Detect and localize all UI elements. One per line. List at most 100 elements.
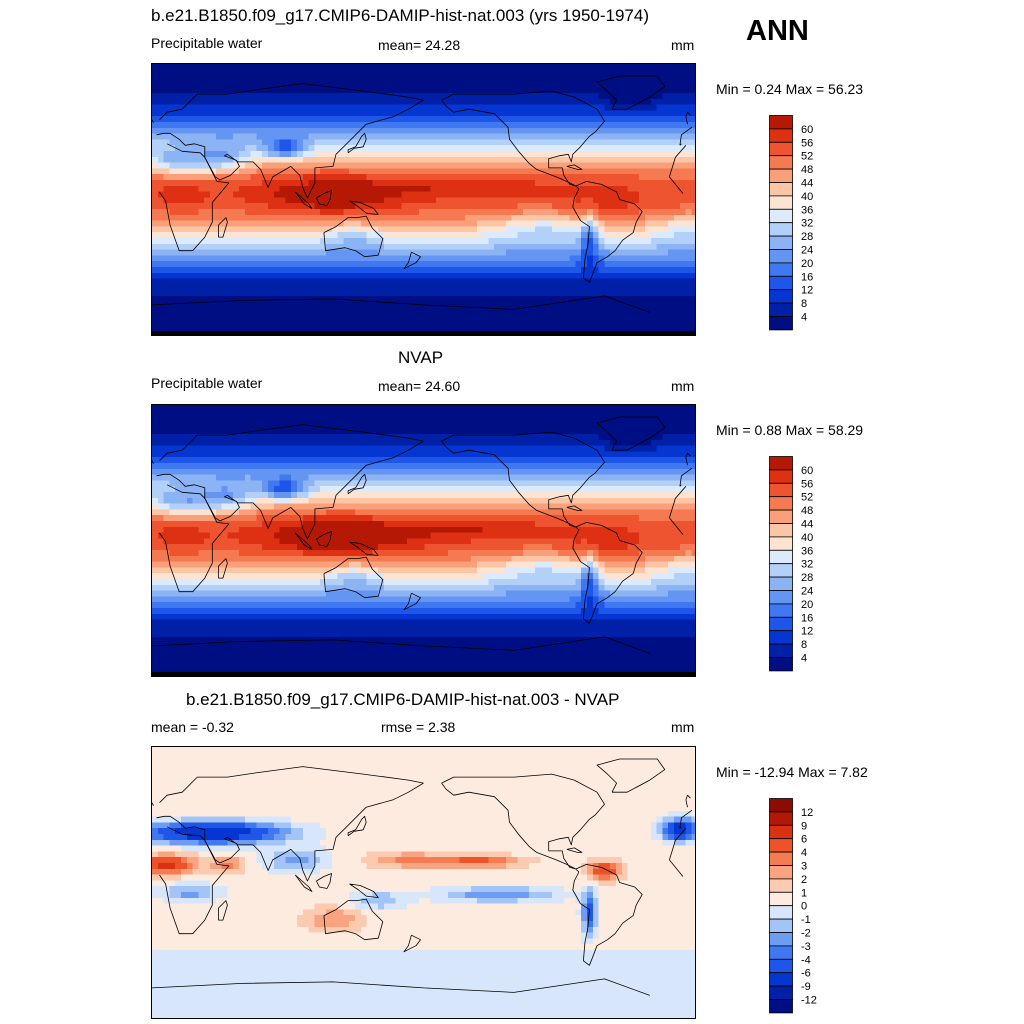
colorbar-tick-label: 8 (801, 298, 807, 310)
panel-3-units: mm (671, 719, 695, 735)
coastline (347, 473, 367, 495)
colorbar-tick-label: 36 (801, 545, 813, 557)
colorbar-tick-label: 16 (801, 271, 813, 283)
coastline (218, 217, 228, 238)
colorbar-box (769, 469, 793, 484)
coastline (441, 431, 605, 528)
coastline (572, 522, 643, 624)
colorbar-tick-label: 4 (801, 312, 807, 324)
colorbar-tick-label: 28 (801, 231, 813, 243)
colorbar-tick-label: 44 (801, 178, 813, 190)
colorbar-tick-label: 16 (801, 612, 813, 624)
colorbar-tick-label: 0 (801, 901, 807, 913)
panel-1-mean: mean= 24.28 (378, 37, 461, 53)
coastline (596, 416, 666, 451)
coastline (323, 898, 384, 941)
colorbar-box (769, 958, 793, 974)
coastline (316, 531, 332, 547)
colorbar-box (769, 918, 793, 933)
coastline (156, 782, 682, 882)
colorbar-tick-label: 24 (801, 586, 813, 598)
colorbar-tick-label: 1 (801, 887, 807, 899)
panel-3-colorbar: -12 -9 -6 -4 -3 -2 -1 0 1 2 3 4 6 9 12 (769, 798, 829, 1015)
coastline (347, 815, 367, 837)
colorbar-tick-label: 20 (801, 599, 813, 611)
coastline (159, 484, 687, 593)
coastline (294, 874, 313, 892)
colorbar-tick-label: 56 (801, 137, 813, 149)
colorbar-box (769, 168, 793, 183)
panel-2-title: NVAP (398, 348, 444, 367)
colorbar-box (769, 838, 793, 853)
colorbar-box (769, 945, 793, 960)
coastline (159, 83, 693, 146)
coastline (323, 556, 384, 599)
coastline (441, 90, 605, 187)
panel-3-map (151, 746, 696, 1019)
colorbar-tick-label: 8 (801, 639, 807, 651)
coastline (218, 900, 228, 921)
colorbar-box (769, 182, 793, 197)
colorbar-tick-label: -3 (801, 941, 811, 953)
colorbar-box (769, 932, 793, 947)
colorbar-box (769, 563, 793, 578)
coastline (294, 532, 313, 550)
colorbar-tick-label: 60 (801, 465, 813, 477)
colorbar-tick-label: 28 (801, 572, 813, 584)
colorbar-box (769, 249, 793, 264)
coastline (156, 99, 682, 199)
colorbar-tick-label: 40 (801, 532, 813, 544)
colorbar-box (769, 128, 793, 143)
panel-2-units: mm (671, 378, 695, 394)
colorbar-box (769, 603, 793, 618)
coastline (441, 773, 605, 870)
coastline (349, 200, 379, 215)
colorbar-box (769, 262, 793, 277)
coastline (156, 440, 682, 540)
coastline (152, 111, 691, 125)
colorbar-box (769, 208, 793, 224)
colorbar-tick-label: 9 (801, 820, 807, 832)
colorbar-tick-label: 12 (801, 626, 813, 638)
coastline (596, 75, 666, 110)
colorbar-tick-label: 12 (801, 807, 813, 819)
coastline (403, 251, 421, 270)
panel-2-map (151, 404, 696, 677)
panel-2-variable-label: Precipitable water (151, 375, 263, 391)
coastline (159, 143, 687, 252)
coastline (349, 883, 379, 898)
colorbar-box (769, 195, 793, 210)
coastline (347, 132, 367, 154)
coastline (566, 847, 583, 853)
colorbar-tick-label: -1 (801, 914, 811, 926)
colorbar-tick-label: 48 (801, 505, 813, 517)
colorbar-tick-label: -2 (801, 928, 811, 940)
coastline (596, 758, 666, 793)
colorbar-tick-label: 52 (801, 492, 813, 504)
coastline (159, 424, 693, 487)
colorbar-box (769, 999, 793, 1014)
colorbar-box (769, 549, 793, 565)
colorbar-box (769, 878, 793, 893)
colorbar-tick-label: 40 (801, 191, 813, 203)
colorbar-box (769, 523, 793, 538)
panel-1-minmax: Min = 0.24 Max = 56.23 (716, 81, 864, 97)
coastline (403, 934, 421, 953)
colorbar-box (769, 811, 793, 826)
colorbar-box (769, 905, 793, 920)
colorbar-tick-label: 6 (801, 834, 807, 846)
colorbar-box (769, 509, 793, 524)
colorbar-box (769, 141, 793, 157)
coastline (152, 978, 650, 996)
colorbar-box (769, 824, 793, 840)
colorbar-tick-label: 48 (801, 164, 813, 176)
colorbar-tick-label: -6 (801, 968, 811, 980)
colorbar-box (769, 456, 793, 471)
coastline (323, 215, 384, 258)
colorbar-box (769, 798, 793, 813)
colorbar-box (769, 851, 793, 866)
colorbar-tick-label: 20 (801, 258, 813, 270)
colorbar-box (769, 891, 793, 907)
colorbar-box (769, 316, 793, 331)
colorbar-tick-label: 60 (801, 124, 813, 136)
